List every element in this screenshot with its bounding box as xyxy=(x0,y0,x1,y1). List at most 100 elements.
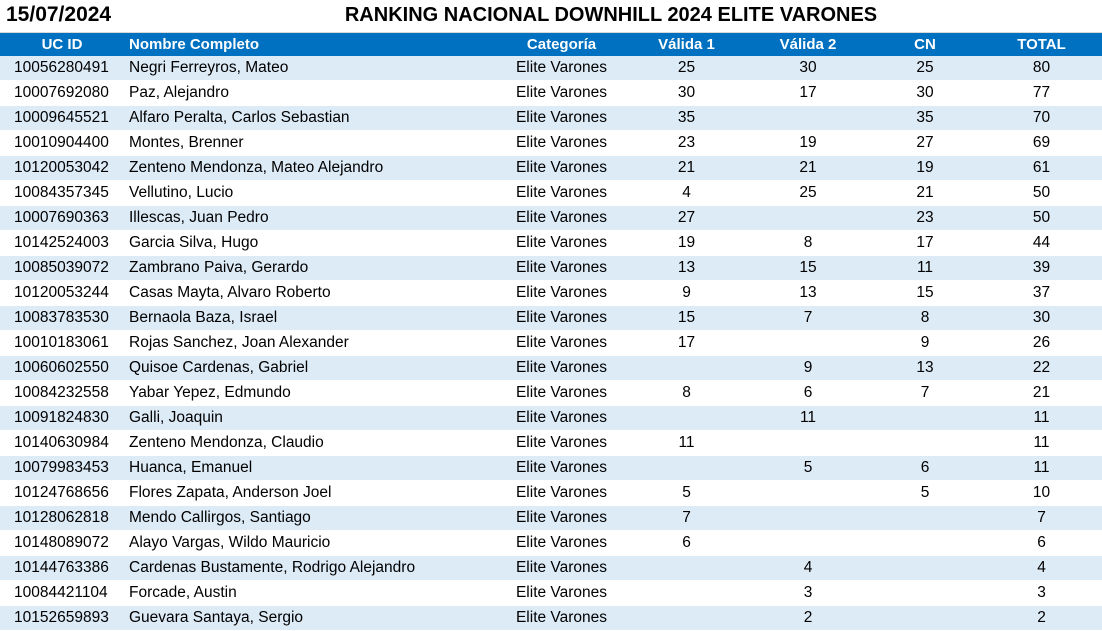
valida-1-cell[interactable] xyxy=(626,405,747,431)
category-cell[interactable]: Elite Varones xyxy=(497,530,626,556)
category-cell[interactable]: Elite Varones xyxy=(497,455,626,481)
category-cell[interactable]: Elite Varones xyxy=(497,255,626,281)
column-header-cn[interactable]: CN xyxy=(869,33,981,56)
total-cell[interactable]: 77 xyxy=(981,80,1102,106)
cn-cell[interactable]: 30 xyxy=(869,80,981,106)
cn-cell[interactable]: 19 xyxy=(869,155,981,181)
valida-1-cell[interactable]: 27 xyxy=(626,205,747,231)
valida-2-cell[interactable]: 19 xyxy=(747,130,869,156)
valida-2-cell[interactable]: 6 xyxy=(747,380,869,406)
valida-1-cell[interactable]: 21 xyxy=(626,155,747,181)
cn-cell[interactable] xyxy=(869,555,981,581)
cn-cell[interactable]: 35 xyxy=(869,105,981,131)
category-cell[interactable]: Elite Varones xyxy=(497,605,626,631)
column-header-total[interactable]: TOTAL xyxy=(981,33,1102,56)
total-cell[interactable]: 7 xyxy=(981,505,1102,531)
uc-id-cell[interactable]: 10084421104 xyxy=(0,580,124,606)
name-cell[interactable]: Mendo Callirgos, Santiago xyxy=(124,505,497,531)
name-cell[interactable]: Guevara Santaya, Sergio xyxy=(124,605,497,631)
name-cell[interactable]: Bernaola Baza, Israel xyxy=(124,305,497,331)
name-cell[interactable]: Huanca, Emanuel xyxy=(124,455,497,481)
column-header-uc-id[interactable]: UC ID xyxy=(0,33,124,56)
cn-cell[interactable]: 9 xyxy=(869,330,981,356)
total-cell[interactable]: 39 xyxy=(981,255,1102,281)
category-cell[interactable]: Elite Varones xyxy=(497,405,626,431)
total-cell[interactable]: 61 xyxy=(981,155,1102,181)
category-cell[interactable]: Elite Varones xyxy=(497,56,626,81)
name-cell[interactable]: Rojas Sanchez, Joan Alexander xyxy=(124,330,497,356)
cn-cell[interactable]: 25 xyxy=(869,56,981,81)
category-cell[interactable]: Elite Varones xyxy=(497,355,626,381)
uc-id-cell[interactable]: 10152659893 xyxy=(0,605,124,631)
uc-id-cell[interactable]: 10128062818 xyxy=(0,505,124,531)
column-header-valida-1[interactable]: Válida 1 xyxy=(626,33,747,56)
cn-cell[interactable]: 7 xyxy=(869,380,981,406)
category-cell[interactable]: Elite Varones xyxy=(497,305,626,331)
category-cell[interactable]: Elite Varones xyxy=(497,155,626,181)
uc-id-cell[interactable]: 10009645521 xyxy=(0,105,124,131)
column-header-name[interactable]: Nombre Completo xyxy=(124,33,497,56)
cn-cell[interactable] xyxy=(869,605,981,631)
category-cell[interactable]: Elite Varones xyxy=(497,230,626,256)
cn-cell[interactable]: 21 xyxy=(869,180,981,206)
uc-id-cell[interactable]: 10124768656 xyxy=(0,480,124,506)
valida-2-cell[interactable]: 25 xyxy=(747,180,869,206)
valida-1-cell[interactable]: 8 xyxy=(626,380,747,406)
valida-1-cell[interactable]: 23 xyxy=(626,130,747,156)
valida-2-cell[interactable]: 2 xyxy=(747,605,869,631)
category-cell[interactable]: Elite Varones xyxy=(497,480,626,506)
uc-id-cell[interactable]: 10010904400 xyxy=(0,130,124,156)
uc-id-cell[interactable]: 10144763386 xyxy=(0,555,124,581)
name-cell[interactable]: Zambrano Paiva, Gerardo xyxy=(124,255,497,281)
uc-id-cell[interactable]: 10083783530 xyxy=(0,305,124,331)
uc-id-cell[interactable]: 10060602550 xyxy=(0,355,124,381)
name-cell[interactable]: Yabar Yepez, Edmundo xyxy=(124,380,497,406)
total-cell[interactable]: 80 xyxy=(981,56,1102,81)
valida-1-cell[interactable] xyxy=(626,605,747,631)
name-cell[interactable]: Cardenas Bustamente, Rodrigo Alejandro xyxy=(124,555,497,581)
valida-2-cell[interactable] xyxy=(747,480,869,506)
valida-1-cell[interactable]: 35 xyxy=(626,105,747,131)
cn-cell[interactable] xyxy=(869,405,981,431)
valida-2-cell[interactable]: 11 xyxy=(747,405,869,431)
cn-cell[interactable]: 13 xyxy=(869,355,981,381)
valida-2-cell[interactable]: 17 xyxy=(747,80,869,106)
total-cell[interactable]: 4 xyxy=(981,555,1102,581)
total-cell[interactable]: 21 xyxy=(981,380,1102,406)
category-cell[interactable]: Elite Varones xyxy=(497,280,626,306)
valida-1-cell[interactable]: 6 xyxy=(626,530,747,556)
valida-2-cell[interactable]: 13 xyxy=(747,280,869,306)
category-cell[interactable]: Elite Varones xyxy=(497,555,626,581)
category-cell[interactable]: Elite Varones xyxy=(497,430,626,456)
valida-1-cell[interactable] xyxy=(626,555,747,581)
valida-1-cell[interactable]: 5 xyxy=(626,480,747,506)
uc-id-cell[interactable]: 10007692080 xyxy=(0,80,124,106)
column-header-valida-2[interactable]: Válida 2 xyxy=(747,33,869,56)
valida-2-cell[interactable]: 8 xyxy=(747,230,869,256)
total-cell[interactable]: 37 xyxy=(981,280,1102,306)
category-cell[interactable]: Elite Varones xyxy=(497,105,626,131)
category-cell[interactable]: Elite Varones xyxy=(497,580,626,606)
cn-cell[interactable]: 8 xyxy=(869,305,981,331)
valida-2-cell[interactable] xyxy=(747,530,869,556)
valida-2-cell[interactable] xyxy=(747,105,869,131)
cn-cell[interactable]: 5 xyxy=(869,480,981,506)
total-cell[interactable]: 22 xyxy=(981,355,1102,381)
valida-1-cell[interactable]: 9 xyxy=(626,280,747,306)
name-cell[interactable]: Galli, Joaquin xyxy=(124,405,497,431)
total-cell[interactable]: 6 xyxy=(981,530,1102,556)
name-cell[interactable]: Alayo Vargas, Wildo Mauricio xyxy=(124,530,497,556)
column-header-category[interactable]: Categoría xyxy=(497,33,626,56)
uc-id-cell[interactable]: 10079983453 xyxy=(0,455,124,481)
uc-id-cell[interactable]: 10007690363 xyxy=(0,205,124,231)
valida-1-cell[interactable]: 7 xyxy=(626,505,747,531)
valida-1-cell[interactable]: 17 xyxy=(626,330,747,356)
valida-2-cell[interactable]: 21 xyxy=(747,155,869,181)
name-cell[interactable]: Forcade, Austin xyxy=(124,580,497,606)
valida-1-cell[interactable] xyxy=(626,355,747,381)
category-cell[interactable]: Elite Varones xyxy=(497,130,626,156)
name-cell[interactable]: Montes, Brenner xyxy=(124,130,497,156)
name-cell[interactable]: Illescas, Juan Pedro xyxy=(124,205,497,231)
total-cell[interactable]: 11 xyxy=(981,430,1102,456)
name-cell[interactable]: Quisoe Cardenas, Gabriel xyxy=(124,355,497,381)
